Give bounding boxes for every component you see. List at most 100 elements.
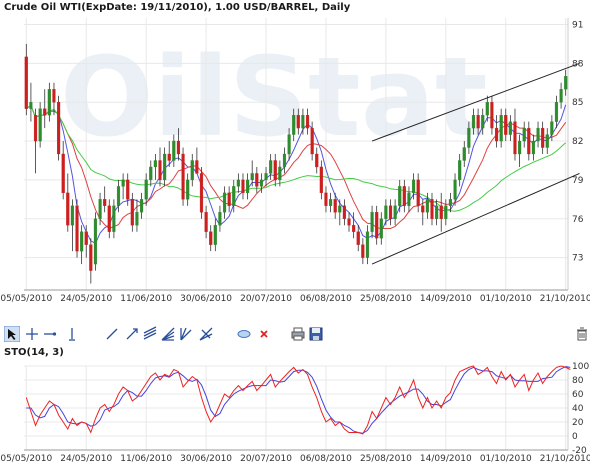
candle	[541, 121, 545, 154]
candle-body	[47, 89, 51, 116]
candle	[315, 147, 319, 174]
parallel-channel-tool-button[interactable]	[142, 326, 158, 342]
fibonacci-fan-tool-button[interactable]	[160, 326, 176, 342]
candle	[250, 160, 254, 187]
candle	[481, 108, 485, 135]
ray-line-tool-button[interactable]	[124, 326, 140, 342]
candle	[213, 218, 217, 252]
candle	[402, 179, 406, 213]
candle	[227, 186, 231, 213]
candle-body	[236, 179, 240, 187]
candle	[43, 89, 47, 129]
horizontal-line-tool-button[interactable]	[42, 326, 58, 342]
fibonacci-fan-icon	[161, 327, 175, 341]
crosshair-icon	[26, 328, 38, 340]
candle	[56, 95, 61, 161]
candle-body	[444, 205, 448, 219]
candle-body	[80, 231, 84, 252]
indicator-title: STO(14, 3)	[4, 347, 64, 358]
candle-body	[292, 114, 296, 135]
vertical-line-tool-button[interactable]	[64, 326, 80, 342]
candle-body	[204, 212, 208, 232]
candle	[462, 141, 466, 167]
candle-body	[186, 179, 190, 200]
candle-body	[296, 114, 300, 129]
candle-body	[481, 114, 485, 129]
sto-y-tick-label: 0	[572, 432, 578, 442]
price-chart[interactable]: 73 76 79 82 85 88 91 05/05/2010 24/05/2010 11/06…	[0, 0, 590, 320]
candle	[453, 173, 457, 206]
price-x-tick-label: 01/10/2010	[480, 294, 532, 304]
candle-body	[550, 121, 554, 135]
speed-lines-tool-button[interactable]	[198, 326, 214, 342]
candle	[531, 134, 536, 161]
candle-body	[315, 153, 319, 168]
candle	[126, 173, 130, 206]
trash-can-tool-button[interactable]	[574, 326, 590, 342]
candle-body	[130, 199, 134, 226]
sto-y-tick-label: 20	[572, 418, 584, 428]
price-x-tick-label: 24/05/2010	[60, 294, 112, 304]
delete-x-icon	[260, 330, 268, 338]
trend-line	[371, 172, 580, 265]
candle-body	[352, 225, 356, 232]
candle	[209, 225, 213, 252]
price-y-tick-label: 82	[572, 137, 583, 147]
price-x-tick-label: 30/06/2010	[180, 294, 232, 304]
candle-body	[536, 127, 540, 142]
price-y-tick-label: 88	[572, 59, 584, 69]
price-y-tick-label: 91	[572, 20, 583, 30]
candle	[319, 160, 323, 200]
pointer-icon	[4, 326, 20, 342]
price-x-tick-label: 06/08/2010	[300, 294, 352, 304]
candle	[61, 141, 65, 200]
candle	[310, 121, 314, 161]
parallel-channel-icon	[143, 326, 157, 340]
candle	[352, 212, 356, 239]
candle-body	[421, 205, 425, 213]
candle-body	[116, 186, 121, 206]
candle-body	[411, 179, 416, 194]
save-disk-tool-button[interactable]	[308, 326, 324, 342]
candle	[172, 134, 176, 167]
candle-body	[209, 231, 213, 245]
pointer-tool-button[interactable]	[4, 326, 20, 342]
candle-body	[38, 108, 42, 142]
print-tool-button[interactable]	[290, 326, 306, 342]
sto-x-tick-label: 20/07/2010	[240, 454, 292, 464]
candle	[407, 186, 411, 213]
candle-body	[398, 186, 402, 206]
candle-body	[269, 160, 273, 174]
chart-title: Crude Oil WTI(ExpDate: 19/11/2010), 1.00…	[4, 2, 351, 13]
candle-body	[513, 121, 517, 155]
crosshair-tool-button[interactable]	[24, 326, 40, 342]
gann-fan-tool-button[interactable]	[178, 326, 194, 342]
sto-x-tick-label: 21/10/2010	[540, 454, 590, 464]
candle-body	[112, 205, 116, 232]
candle-body	[499, 114, 503, 142]
trend-line-tool-button[interactable]	[104, 326, 120, 342]
candle	[163, 147, 167, 187]
candle	[458, 154, 462, 187]
candle-body	[43, 108, 47, 116]
price-x-tick-label: 14/09/2010	[420, 294, 472, 304]
candle	[536, 121, 540, 148]
sto-x-tick-label: 11/06/2010	[120, 454, 172, 464]
candle	[338, 199, 342, 226]
candle	[232, 179, 236, 213]
candle	[513, 108, 517, 161]
candle	[195, 147, 199, 174]
sto-x-tick-label: 14/09/2010	[420, 454, 472, 464]
candle-body	[301, 114, 305, 129]
candle	[545, 128, 549, 154]
candle	[494, 115, 499, 148]
oilstat-watermark: OilStat	[60, 33, 488, 161]
candle	[167, 141, 171, 167]
ma-fast-line	[26, 104, 567, 245]
candle-body	[218, 212, 222, 226]
delete-x-tool-button[interactable]	[256, 326, 272, 342]
candle-body	[485, 102, 489, 116]
candle	[356, 225, 360, 252]
comment-bubble-tool-button[interactable]	[236, 326, 252, 342]
